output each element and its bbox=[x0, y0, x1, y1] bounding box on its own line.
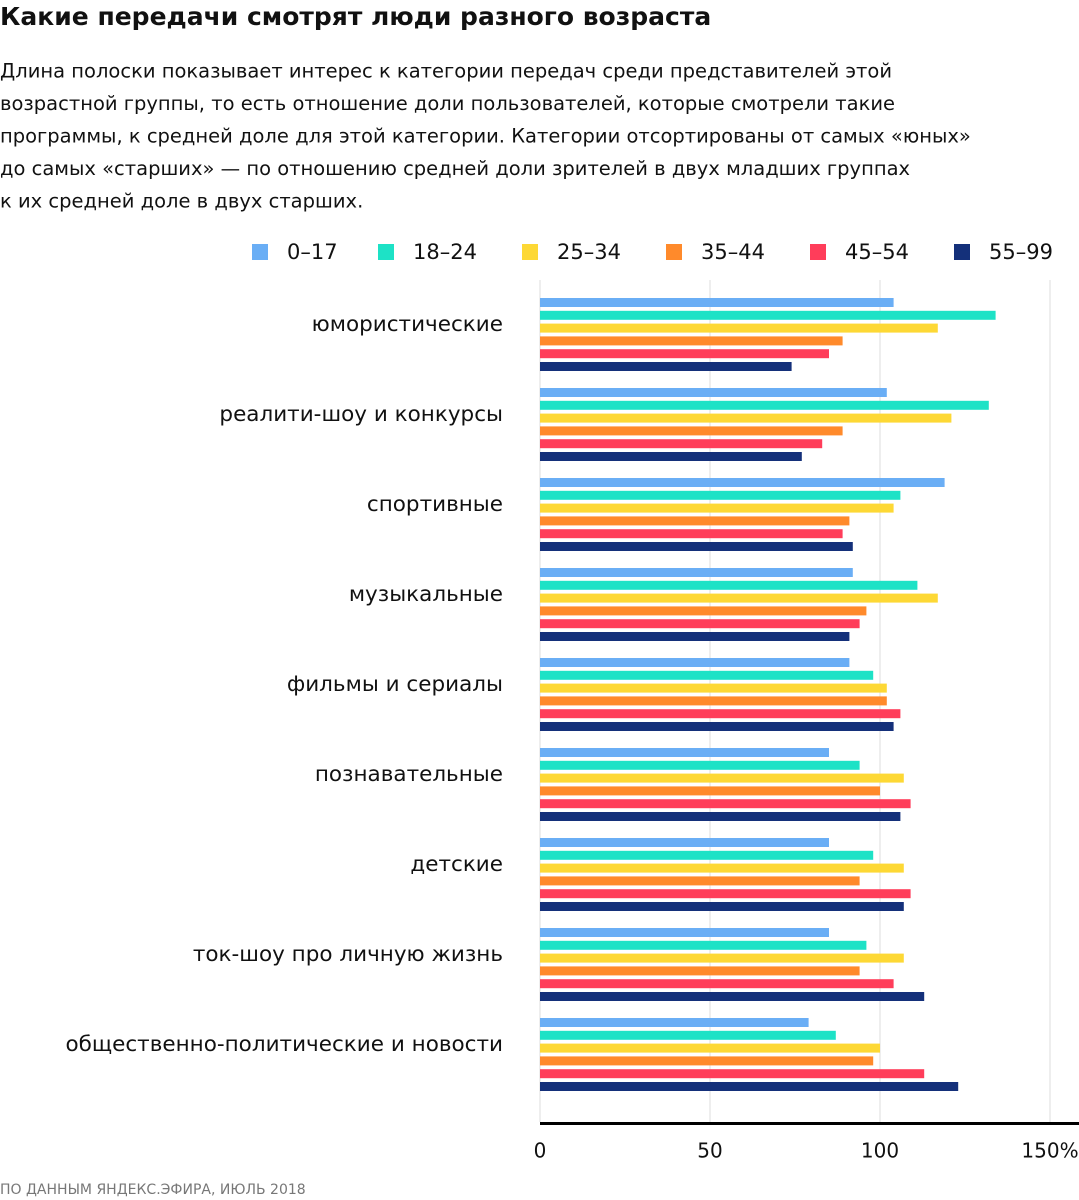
bar bbox=[540, 349, 829, 359]
bar bbox=[540, 593, 938, 603]
bar bbox=[540, 1018, 809, 1027]
subtitle-line: до самых «старших» — по отношению средне… bbox=[0, 157, 910, 180]
category-label: музыкальные bbox=[349, 582, 503, 607]
chart-title: Какие передачи смотрят люди разного возр… bbox=[0, 2, 711, 31]
subtitle-line: возрастной группы, то есть отношение дол… bbox=[0, 92, 895, 115]
bar bbox=[540, 940, 867, 950]
bar bbox=[540, 362, 792, 371]
bar bbox=[540, 992, 925, 1001]
bar bbox=[540, 388, 887, 397]
bar bbox=[540, 953, 904, 963]
bar bbox=[540, 773, 904, 783]
bar bbox=[540, 928, 829, 937]
bar bbox=[540, 490, 901, 500]
legend-label: 18–24 bbox=[413, 240, 477, 264]
bar bbox=[540, 568, 853, 577]
bar bbox=[540, 516, 850, 526]
category-label: познавательные bbox=[315, 762, 503, 787]
bar bbox=[540, 400, 989, 410]
bar bbox=[540, 889, 911, 899]
bar bbox=[540, 709, 901, 719]
bar bbox=[540, 298, 894, 307]
legend-label: 45–54 bbox=[845, 240, 909, 264]
bar bbox=[540, 696, 887, 706]
bar bbox=[540, 838, 829, 847]
bar bbox=[540, 606, 867, 616]
bar bbox=[540, 632, 850, 641]
category-label: ток-шоу про личную жизнь bbox=[193, 942, 503, 967]
bar bbox=[540, 760, 860, 770]
bar bbox=[540, 426, 843, 436]
x-tick-label: 50 bbox=[697, 1139, 722, 1163]
bar bbox=[540, 323, 938, 333]
legend-label: 35–44 bbox=[701, 240, 765, 264]
bar bbox=[540, 812, 901, 821]
bar bbox=[540, 876, 860, 886]
bar bbox=[540, 1030, 836, 1040]
bar bbox=[540, 529, 843, 539]
bar bbox=[540, 902, 904, 911]
bar bbox=[540, 336, 843, 346]
subtitle-line: Длина полоски показывает интерес к катег… bbox=[0, 60, 892, 83]
x-tick-label: 0 bbox=[534, 1139, 547, 1163]
bar bbox=[540, 722, 894, 731]
bar bbox=[540, 786, 880, 796]
bar bbox=[540, 863, 904, 873]
x-tick-label: 150% bbox=[1021, 1139, 1078, 1163]
bar bbox=[540, 452, 802, 461]
legend-swatch bbox=[522, 244, 538, 260]
bar bbox=[540, 748, 829, 757]
source: ПО ДАННЫМ ЯНДЕКС.ЭФИРА, ИЮЛЬ 2018 bbox=[0, 1182, 306, 1198]
legend-label: 25–34 bbox=[557, 240, 621, 264]
bar bbox=[540, 850, 874, 860]
category-label: юмористические bbox=[312, 312, 503, 337]
category-label: общественно-политические и новости bbox=[65, 1032, 503, 1057]
x-tick-label: 100 bbox=[861, 1139, 899, 1163]
legend-swatch bbox=[378, 244, 394, 260]
bar bbox=[540, 413, 952, 423]
legend-label: 0–17 bbox=[287, 240, 338, 264]
bar bbox=[540, 1069, 925, 1079]
category-label: реалити-шоу и конкурсы bbox=[219, 402, 503, 427]
category-label: спортивные bbox=[367, 492, 503, 517]
legend-swatch bbox=[810, 244, 826, 260]
bar bbox=[540, 503, 894, 513]
subtitle-line: программы, к средней доле для этой катег… bbox=[0, 125, 971, 148]
legend-swatch bbox=[954, 244, 970, 260]
legend-label: 55–99 bbox=[989, 240, 1053, 264]
bar bbox=[540, 1082, 959, 1091]
bar bbox=[540, 683, 887, 693]
bar bbox=[540, 542, 853, 551]
bar bbox=[540, 580, 918, 590]
legend-swatch bbox=[252, 244, 268, 260]
bar bbox=[540, 1043, 880, 1053]
bar bbox=[540, 670, 874, 680]
bar bbox=[540, 619, 860, 629]
subtitle-line: к их средней доле в двух старших. bbox=[0, 190, 363, 213]
legend-swatch bbox=[666, 244, 682, 260]
bar bbox=[540, 310, 996, 320]
bar bbox=[540, 658, 850, 667]
category-label: фильмы и сериалы bbox=[287, 672, 503, 697]
bar bbox=[540, 979, 894, 989]
bar bbox=[540, 1056, 874, 1066]
bar bbox=[540, 799, 911, 809]
bar bbox=[540, 478, 945, 487]
category-label: детские bbox=[410, 852, 503, 877]
bar bbox=[540, 966, 860, 976]
bar bbox=[540, 439, 823, 449]
